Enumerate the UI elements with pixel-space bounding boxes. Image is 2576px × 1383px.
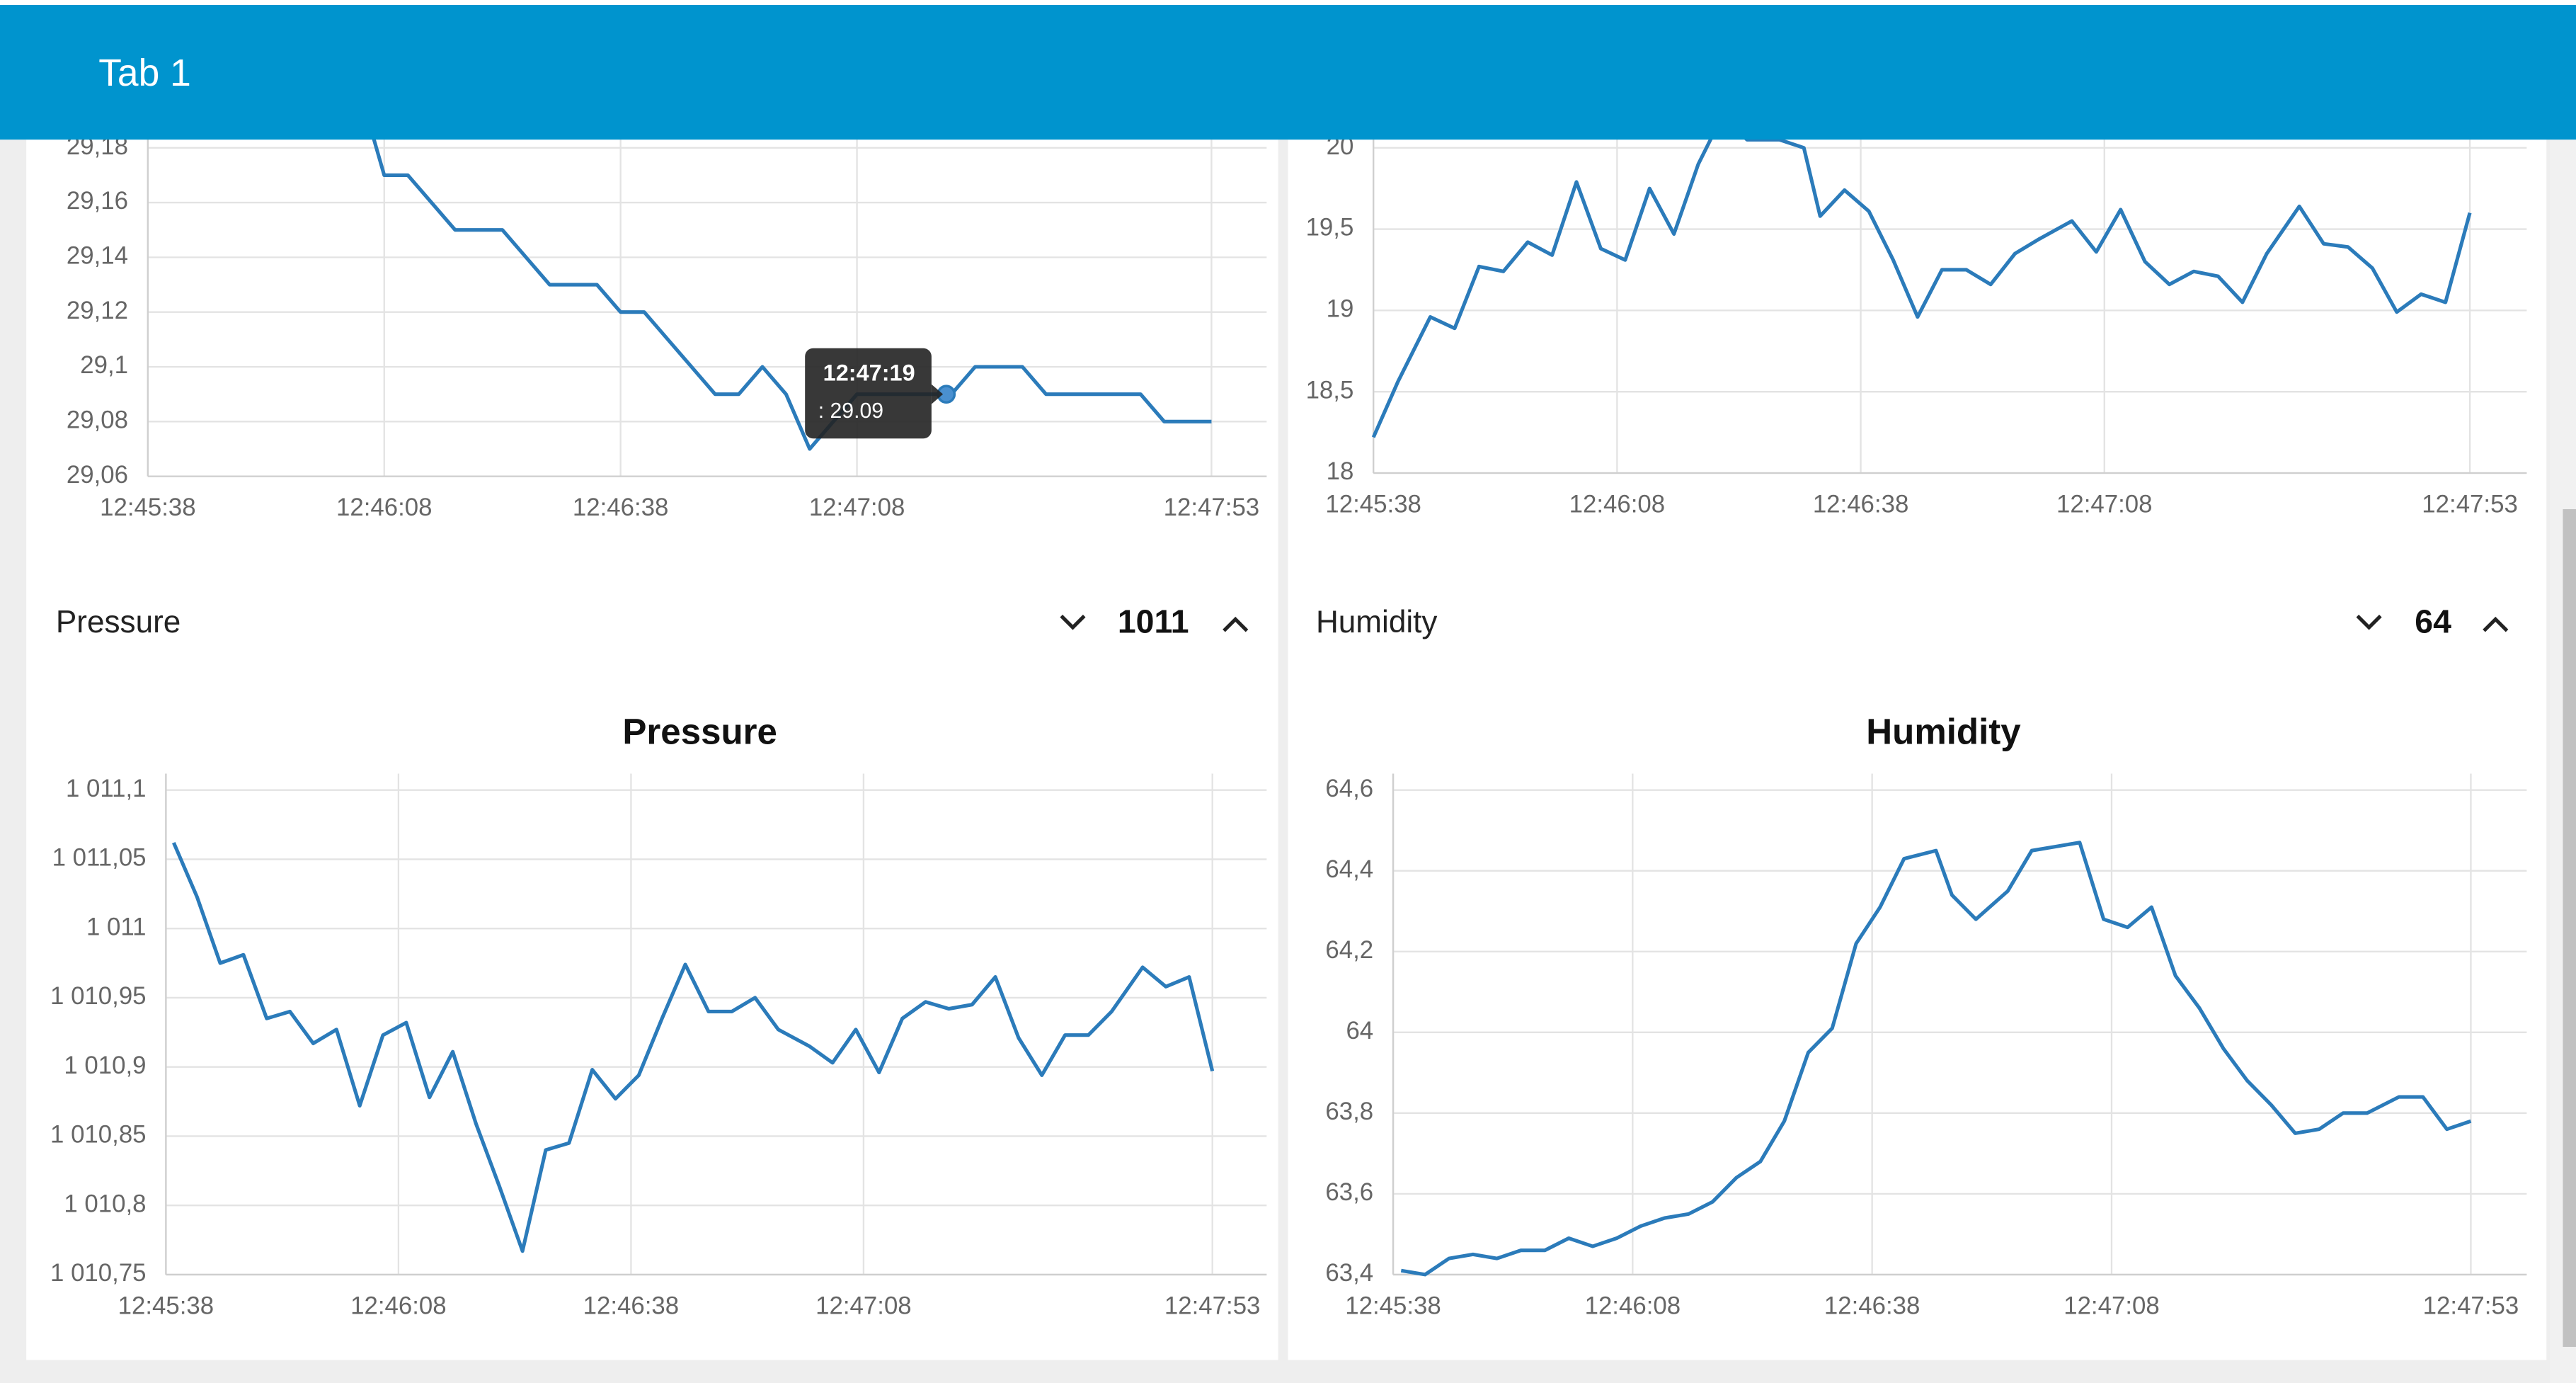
x-tick-label: 12:46:08 xyxy=(350,1292,446,1319)
header-title[interactable]: Tab 1 xyxy=(98,52,191,94)
y-tick-label: 29,14 xyxy=(67,242,128,270)
x-tick-label: 12:46:38 xyxy=(1813,491,1908,518)
y-tick-label: 1 011,1 xyxy=(66,775,147,802)
y-tick-label: 29,1 xyxy=(80,351,128,379)
top-edge xyxy=(0,0,2576,5)
y-tick-label: 29,12 xyxy=(67,297,128,324)
x-tick-label: 12:47:08 xyxy=(815,1292,911,1319)
increment-button[interactable] xyxy=(1223,616,1249,632)
y-tick-label: 64,2 xyxy=(1325,936,1373,964)
tooltip-title: 12:47:19 xyxy=(823,360,915,385)
y-tick-label: 29,08 xyxy=(67,406,128,434)
x-tick-label: 12:47:08 xyxy=(2063,1292,2159,1319)
y-tick-label: 63,6 xyxy=(1325,1178,1373,1206)
x-tick-label: 12:47:53 xyxy=(2422,491,2517,518)
widget-value: 1011 xyxy=(1118,603,1189,640)
x-tick-label: 12:47:53 xyxy=(1164,1292,1260,1319)
y-tick-label: 64 xyxy=(1346,1017,1373,1045)
x-tick-label: 12:46:08 xyxy=(336,494,432,521)
x-tick-label: 12:46:08 xyxy=(1585,1292,1681,1319)
widget-value: 64 xyxy=(2415,603,2451,640)
y-tick-label: 63,8 xyxy=(1325,1098,1373,1125)
y-tick-label: 1 010,85 xyxy=(50,1121,146,1149)
y-tick-label: 19 xyxy=(1327,295,1354,323)
y-tick-label: 1 010,8 xyxy=(64,1190,146,1217)
x-tick-label: 12:45:38 xyxy=(118,1292,214,1319)
x-tick-label: 12:45:38 xyxy=(1345,1292,1441,1319)
y-tick-label: 1 011,05 xyxy=(52,844,147,872)
right-panel xyxy=(1288,140,2547,1360)
x-tick-label: 12:45:38 xyxy=(1325,491,1421,518)
y-tick-label: 64,4 xyxy=(1325,855,1373,883)
header xyxy=(0,4,2576,140)
y-tick-label: 18,5 xyxy=(1306,376,1354,404)
y-tick-label: 1 010,95 xyxy=(50,982,146,1010)
line xyxy=(1400,841,2472,1277)
tooltip-arrow xyxy=(931,384,944,404)
y-tick-label: 1 011 xyxy=(86,913,147,940)
charts: 29,0629,0829,129,1229,1429,1629,1812:45:… xyxy=(50,92,2527,1319)
x-tick-label: 12:46:38 xyxy=(583,1292,679,1319)
scrollbar-thumb[interactable] xyxy=(2563,509,2576,1347)
line xyxy=(1371,113,2472,438)
tooltip xyxy=(805,348,932,439)
tooltip-body: : 29.09 xyxy=(818,399,883,423)
line xyxy=(172,841,1215,1253)
chart-title: Humidity xyxy=(1866,711,2021,751)
widget-label: Pressure xyxy=(56,605,181,639)
x-tick-label: 12:47:08 xyxy=(2056,491,2152,518)
x-tick-label: 12:47:08 xyxy=(809,494,905,521)
widget-label: Humidity xyxy=(1316,605,1438,639)
x-tick-label: 12:47:53 xyxy=(1164,494,1259,521)
left-panel xyxy=(26,140,1278,1360)
x-tick-label: 12:46:38 xyxy=(573,494,668,521)
y-tick-label: 29,06 xyxy=(67,461,128,489)
y-tick-label: 1 010,9 xyxy=(64,1052,146,1079)
x-tick-label: 12:46:08 xyxy=(1569,491,1665,518)
decrement-button[interactable] xyxy=(1060,614,1086,630)
line xyxy=(358,92,1212,451)
y-tick-label: 63,4 xyxy=(1325,1259,1373,1287)
decrement-button[interactable] xyxy=(2356,614,2382,630)
chart-title: Pressure xyxy=(622,711,777,751)
x-tick-label: 12:47:53 xyxy=(2423,1292,2519,1319)
y-tick-label: 64,6 xyxy=(1325,775,1373,802)
y-tick-label: 19,5 xyxy=(1306,214,1354,241)
x-tick-label: 12:46:38 xyxy=(1824,1292,1920,1319)
y-tick-label: 18 xyxy=(1327,457,1354,485)
y-tick-label: 1 010,75 xyxy=(50,1259,146,1287)
x-tick-label: 12:45:38 xyxy=(100,494,195,521)
increment-button[interactable] xyxy=(2483,616,2509,632)
y-tick-label: 29,16 xyxy=(67,187,128,215)
